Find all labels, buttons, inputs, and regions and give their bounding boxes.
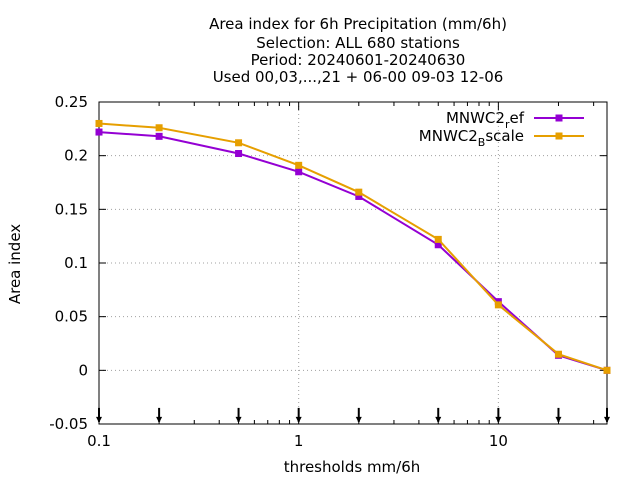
threshold-arrow-head	[235, 416, 242, 423]
threshold-arrows	[96, 407, 610, 423]
series-2-point	[95, 119, 103, 127]
threshold-arrow-head	[96, 416, 102, 423]
tick-labels: -0.05 0 0.05 0.1 0.15 0.2 0.25 0.1 1 10	[49, 93, 508, 450]
series-2-point	[355, 188, 363, 196]
legend-entry-2: MNWC2Bscale	[419, 127, 524, 149]
threshold-arrow-head	[495, 416, 502, 423]
series-2-point	[554, 350, 562, 358]
x-tick-label: 10	[489, 432, 508, 450]
series-2-point	[603, 366, 611, 374]
threshold-arrow-head	[435, 416, 442, 423]
series-1-point	[295, 168, 303, 176]
x-axis-label: thresholds mm/6h	[284, 458, 421, 476]
grid-lines	[99, 102, 607, 424]
title-line-3: Period: 20240601-20240630	[251, 51, 466, 69]
series-2-point	[235, 139, 243, 147]
series-1-point	[355, 192, 363, 200]
series-1-point	[235, 150, 243, 158]
y-tick-label: -0.05	[49, 415, 88, 433]
y-tick-label: 0.25	[55, 93, 88, 111]
data-series	[95, 119, 611, 374]
y-tick-label: 0	[78, 361, 88, 379]
legend-marker-1	[555, 114, 563, 122]
series-1-point	[155, 132, 163, 140]
title-line-2: Selection: ALL 680 stations	[256, 34, 460, 52]
title-line-4: Used 00,03,...,21 + 06-00 09-03 12-06	[213, 68, 504, 86]
legend-entry-1: MNWC2ref	[446, 109, 525, 131]
title-line-1: Area index for 6h Precipitation (mm/6h)	[209, 15, 507, 33]
legend-marker-2	[555, 132, 563, 140]
series-2-point	[494, 301, 502, 309]
threshold-arrow-head	[555, 416, 562, 423]
series-1-point	[95, 128, 103, 136]
plot-border	[98, 101, 608, 425]
threshold-arrow-head	[156, 416, 163, 423]
y-tick-label: 0.05	[55, 308, 88, 326]
y-tick-label: 0.2	[64, 147, 88, 165]
chart-title: Area index for 6h Precipitation (mm/6h) …	[209, 15, 507, 86]
series-2-point	[295, 161, 303, 169]
threshold-arrow-head	[355, 416, 362, 423]
series-1-point	[434, 241, 442, 249]
y-axis-label: Area index	[6, 224, 24, 304]
series-2-point	[155, 124, 163, 132]
threshold-arrow-head	[604, 416, 610, 423]
series-2-point	[434, 235, 442, 243]
axes	[98, 101, 608, 425]
y-tick-label: 0.15	[55, 200, 88, 218]
series-1-line	[98, 131, 608, 372]
x-tick-label: 0.1	[87, 432, 111, 450]
y-tick-label: 0.1	[64, 254, 88, 272]
x-tick-label: 1	[294, 432, 304, 450]
series-2-line	[98, 122, 608, 372]
threshold-arrow-head	[295, 416, 302, 423]
